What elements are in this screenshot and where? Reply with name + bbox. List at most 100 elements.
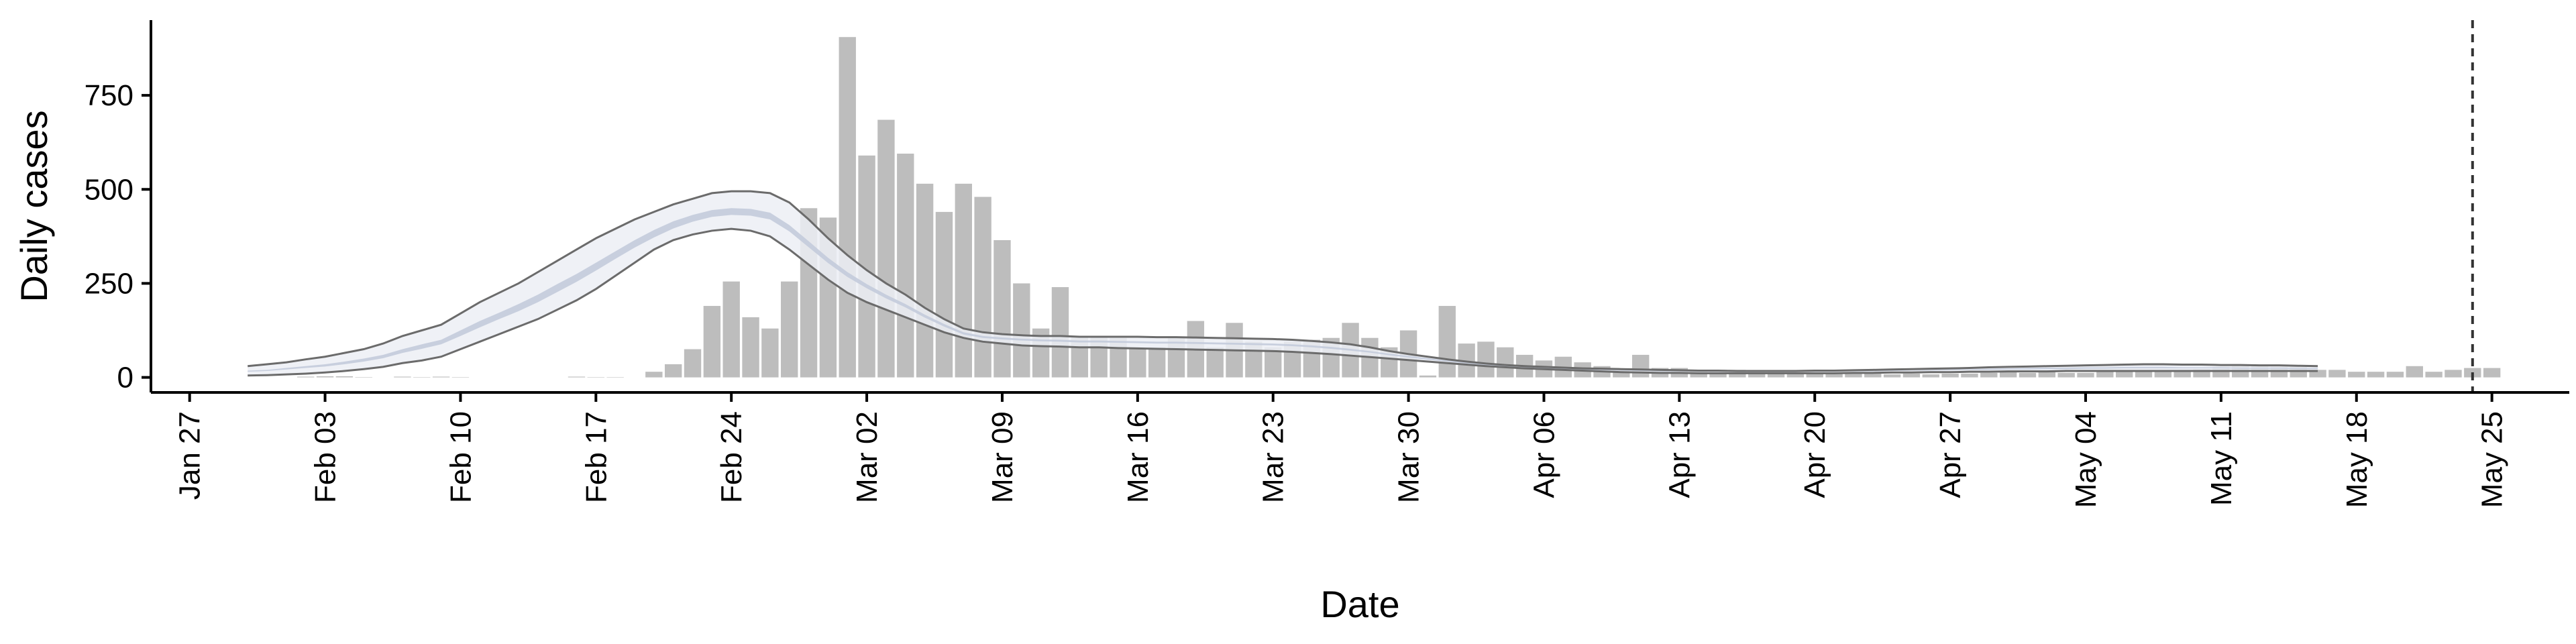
lower-bound-line (248, 227, 2318, 377)
x-tick-label-9: Mar 30 (1393, 411, 1426, 503)
bar-92 (2019, 372, 2037, 378)
bar-40 (1013, 283, 1030, 378)
x-ticks: Jan 27 Feb 03 Feb 10 Feb 17 Feb 24 Mar 02 Mar … (174, 392, 2509, 508)
outer-band (248, 191, 2318, 376)
y-ticks: 0 250 500 750 (85, 79, 151, 394)
bar-113 (2425, 372, 2443, 378)
bar-6 (355, 377, 372, 378)
x-tick-label-12: Apr 20 (1799, 411, 1831, 498)
y-tick-label-0: 0 (117, 362, 133, 394)
bar-42 (1051, 287, 1069, 378)
bar-21 (645, 372, 663, 378)
bar-116 (2483, 368, 2501, 378)
bar-61 (1419, 375, 1437, 378)
bar-95 (2077, 372, 2094, 378)
x-tick-label-3: Feb 17 (580, 411, 612, 503)
y-tick-label-250: 250 (85, 267, 133, 300)
bar-18 (587, 377, 605, 378)
bar-87 (1922, 374, 1939, 378)
x-tick-label-14: May 04 (2070, 411, 2102, 508)
bar-79 (1767, 372, 1785, 378)
bar-8 (394, 376, 411, 378)
bar-28 (781, 281, 798, 378)
bar-65 (1497, 347, 1514, 378)
x-tick-label-6: Mar 09 (986, 411, 1019, 503)
bar-38 (974, 197, 991, 378)
bar-5 (335, 376, 354, 378)
bar-82 (1825, 372, 1843, 378)
bar-11 (451, 377, 470, 378)
bar-72 (1631, 354, 1650, 378)
x-tick-label-4: Feb 24 (715, 411, 748, 503)
bar-78 (1748, 372, 1766, 378)
bar-97 (2115, 372, 2133, 378)
bar-93 (2038, 372, 2056, 378)
upper-bound-line (248, 190, 2318, 372)
bar-4 (316, 376, 334, 378)
bar-110 (2367, 372, 2385, 378)
bar-88 (1941, 373, 1959, 378)
bar-53 (1265, 347, 1282, 378)
bar-86 (1902, 373, 1921, 378)
x-tick-label-13: Apr 27 (1934, 411, 1967, 498)
bar-84 (1864, 373, 1882, 378)
x-tick-label-17: May 25 (2476, 411, 2509, 508)
bar-10 (432, 376, 450, 378)
axes-layer (150, 20, 2569, 394)
bar-89 (1961, 373, 1978, 378)
bar-98 (2135, 372, 2153, 378)
bar-33 (877, 119, 895, 378)
bar-34 (897, 154, 914, 378)
bar-35 (916, 183, 934, 378)
bar-100 (2174, 370, 2191, 378)
bar-24 (703, 306, 721, 378)
x-tick-label-5: Mar 02 (851, 411, 883, 503)
bar-27 (761, 328, 779, 378)
bar-83 (1845, 373, 1862, 378)
bar-111 (2386, 372, 2404, 378)
bar-26 (742, 317, 759, 378)
bar-19 (606, 377, 624, 378)
x-tick-label-16: May 18 (2341, 411, 2373, 508)
bar-39 (994, 239, 1011, 378)
bar-90 (1980, 372, 1998, 378)
bar-94 (2057, 372, 2075, 378)
bars-layer (297, 37, 2501, 378)
band-layer (248, 190, 2318, 377)
y-tick-label-500: 500 (85, 173, 133, 206)
x-tick-label-10: Apr 06 (1527, 411, 1560, 498)
x-tick-label-11: Apr 13 (1663, 411, 1696, 498)
bar-80 (1786, 372, 1805, 378)
bar-107 (2309, 370, 2326, 378)
bar-46 (1129, 349, 1146, 378)
bar-112 (2406, 366, 2423, 378)
bar-23 (684, 349, 702, 378)
x-tick-label-7: Mar 16 (1122, 411, 1155, 503)
bar-85 (1883, 374, 1901, 378)
bar-114 (2445, 370, 2462, 378)
bar-108 (2328, 370, 2346, 378)
bar-22 (664, 364, 682, 378)
bar-17 (568, 376, 586, 378)
bar-47 (1148, 347, 1166, 378)
bar-96 (2096, 372, 2114, 378)
bar-81 (1806, 373, 1823, 378)
x-tick-label-15: May 11 (2205, 411, 2238, 506)
bar-37 (955, 183, 972, 378)
bar-9 (413, 377, 431, 378)
bar-3 (297, 376, 315, 378)
x-axis-title: Date (1320, 583, 1399, 625)
bar-50 (1206, 347, 1224, 378)
x-tick-label-8: Mar 23 (1257, 411, 1290, 503)
bar-36 (935, 211, 953, 378)
y-tick-label-750: 750 (85, 79, 133, 112)
x-tick-label-2: Feb 10 (444, 411, 477, 503)
bar-91 (1999, 372, 2017, 378)
bar-71 (1613, 370, 1630, 378)
bar-64 (1477, 341, 1495, 378)
bar-99 (2154, 370, 2172, 378)
bar-31 (839, 37, 856, 378)
x-tick-label-0: Jan 27 (174, 411, 207, 500)
bar-25 (722, 281, 740, 378)
